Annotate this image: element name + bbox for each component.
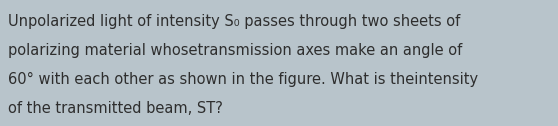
Text: of the transmitted beam, ST?: of the transmitted beam, ST? [8, 101, 223, 116]
Text: 60° with each other as shown in the figure. What is theintensity: 60° with each other as shown in the figu… [8, 72, 479, 87]
Text: Unpolarized light of intensity S₀ passes through two sheets of: Unpolarized light of intensity S₀ passes… [8, 14, 460, 29]
Text: polarizing material whosetransmission axes make an angle of: polarizing material whosetransmission ax… [8, 43, 463, 58]
